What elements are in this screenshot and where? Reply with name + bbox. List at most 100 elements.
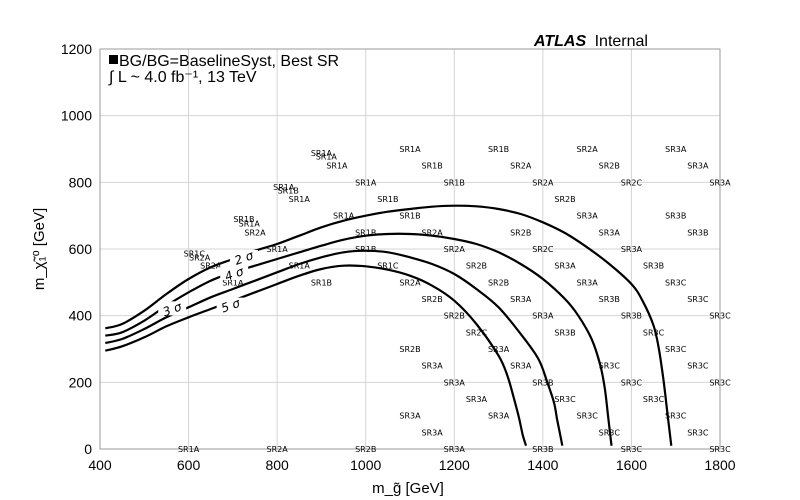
signal-region-label: SR2B <box>355 445 376 454</box>
signal-region-label: SR3A <box>577 278 599 287</box>
lumi-text: ∫ L ~ 4.0 fb⁻¹, 13 TeV <box>108 69 257 86</box>
x-tick-label: 800 <box>265 457 289 473</box>
signal-region-label: SR1B <box>422 162 443 171</box>
signal-region-label: SR3B <box>687 228 708 237</box>
signal-region-label: SR3C <box>599 362 621 371</box>
signal-region-label: SR3C <box>709 312 731 321</box>
signal-region-label: SR2A <box>510 162 532 171</box>
signal-region-label: SR2B <box>422 295 443 304</box>
signal-region-label: SR1B <box>444 178 465 187</box>
signal-region-label: SR2A <box>267 445 289 454</box>
signal-region-label: SR3A <box>488 345 510 354</box>
contour-line <box>105 249 564 446</box>
signal-region-label: SR3C <box>621 445 643 454</box>
signal-region-label: SR3C <box>665 278 687 287</box>
signal-region-label: SR3A <box>621 245 643 254</box>
x-tick-label: 1800 <box>704 457 735 473</box>
signal-region-label: SR1B <box>488 145 509 154</box>
signal-region-label: SR3A <box>554 262 576 271</box>
signal-region-label: SR2A <box>422 228 444 237</box>
signal-region-label: SR1B <box>399 212 420 221</box>
signal-region-label: SR1A <box>326 162 348 171</box>
significance-contours <box>104 204 673 447</box>
signal-region-label: SR3A <box>444 378 466 387</box>
signal-region-label: SR3C <box>621 378 643 387</box>
signal-region-label: SR1C <box>184 249 206 258</box>
signal-region-label: SR3A <box>422 362 444 371</box>
signal-region-label: SR2B <box>444 312 465 321</box>
atlas-label: ATLAS Internal <box>533 33 648 50</box>
signal-region-label: SR3C <box>687 295 709 304</box>
y-tick-label: 1200 <box>61 41 92 57</box>
contour-label: 2 σ <box>233 248 256 268</box>
signal-region-label: SR2A <box>244 228 266 237</box>
signal-region-label: SR3A <box>687 162 709 171</box>
grid-lines <box>99 48 721 450</box>
y-tick-label: 400 <box>69 308 93 324</box>
signal-region-label: SR3A <box>510 295 532 304</box>
signal-region-label: SR3A <box>422 428 444 437</box>
signal-region-label: SR1A <box>273 183 295 192</box>
signal-region-label: SR1A <box>311 149 333 158</box>
x-axis-label: m_g̃ [GeV] <box>372 480 444 497</box>
signal-region-label: SR3A <box>709 178 731 187</box>
signal-region-label: SR3C <box>687 428 709 437</box>
signal-region-label: SR1A <box>289 262 311 271</box>
y-tick-label: 600 <box>69 241 93 257</box>
signal-region-label: SR3B <box>599 295 620 304</box>
signal-region-label: SR3A <box>532 312 554 321</box>
signal-region-label: SR3C <box>709 445 731 454</box>
plot-frame <box>99 48 721 450</box>
legend-marker <box>109 55 118 64</box>
x-tick-label: 1400 <box>527 457 558 473</box>
signal-region-label: SR1B <box>377 195 398 204</box>
signal-region-label: SR1A <box>333 212 355 221</box>
signal-region-label: SR3A <box>510 362 532 371</box>
contour-line <box>105 204 673 446</box>
experiment-status: Internal <box>595 33 648 50</box>
signal-region-label: SR2C <box>532 245 554 254</box>
signal-region-label: SR3A <box>399 412 421 421</box>
signal-region-label: SR3A <box>466 395 488 404</box>
signal-region-label: SR3C <box>665 345 687 354</box>
signal-region-label: SR3A <box>444 445 466 454</box>
y-tick-label: 1000 <box>61 108 92 124</box>
signal-region-label: SR1A <box>399 145 421 154</box>
signal-region-label: SR3B <box>554 328 575 337</box>
signal-region-label: SR3B <box>532 378 553 387</box>
signal-region-label: SR3B <box>665 212 686 221</box>
signal-region-label: SR3A <box>665 145 687 154</box>
signal-region-label: SR2A <box>444 245 466 254</box>
contour-label-mask <box>229 250 258 264</box>
x-tick-label: 600 <box>177 457 201 473</box>
contour-line <box>104 264 528 447</box>
experiment-name: ATLAS <box>533 33 586 50</box>
x-tick-label: 1200 <box>439 457 470 473</box>
signal-region-label: SR2B <box>399 345 420 354</box>
signal-region-label: SR2B <box>488 278 509 287</box>
signal-region-label: SR3C <box>687 362 709 371</box>
signal-region-label: SR1A <box>355 178 377 187</box>
signal-region-label: SR2C <box>466 328 488 337</box>
x-axis-ticks: 400 600 800 1000 1200 1400 1600 1800 <box>88 457 735 473</box>
signal-region-label: SR1B <box>233 215 254 224</box>
y-axis-ticks: 0 200 400 600 800 1000 1200 <box>61 41 92 457</box>
signal-region-label: SR1C <box>377 262 399 271</box>
x-tick-label: 1000 <box>350 457 381 473</box>
contour-label: 4 σ <box>223 264 246 284</box>
signal-region-label: SR1A <box>222 278 244 287</box>
signal-region-label: SR2A <box>577 145 599 154</box>
x-tick-label: 1600 <box>616 457 647 473</box>
signal-region-label: SR3A <box>488 412 510 421</box>
signal-region-label: SR1A <box>316 153 338 162</box>
signal-region-label: SR2B <box>510 228 531 237</box>
signal-region-label: SR2C <box>621 178 643 187</box>
signal-region-label: SR3C <box>709 378 731 387</box>
signal-region-label: SR3A <box>599 228 621 237</box>
signal-region-label: SR1A <box>178 445 200 454</box>
signal-region-label: SR1B <box>355 228 376 237</box>
contour-label-mask <box>220 266 249 280</box>
signal-region-label: SR1A <box>267 245 289 254</box>
y-axis-label: m_χ̃₁⁰ [GeV] <box>31 208 48 290</box>
